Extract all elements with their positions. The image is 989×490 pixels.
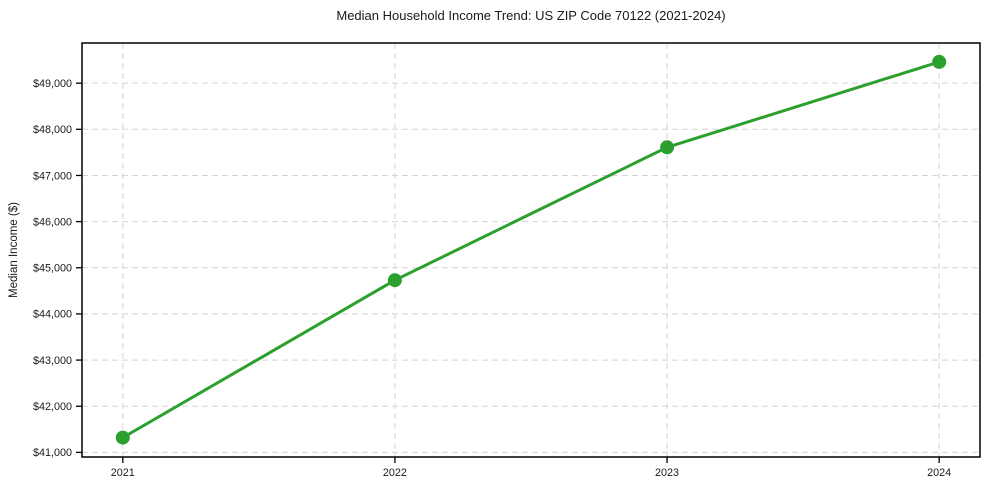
y-tick-label: $48,000 (33, 124, 72, 136)
y-tick-label: $49,000 (33, 78, 72, 90)
data-point-marker (115, 430, 130, 445)
data-point-marker (932, 54, 947, 69)
y-tick-label: $47,000 (33, 170, 72, 182)
y-tick-label: $44,000 (33, 309, 72, 321)
x-tick-label: 2021 (111, 467, 135, 479)
chart-title: Median Household Income Trend: US ZIP Co… (336, 8, 726, 23)
y-tick-label: $41,000 (33, 447, 72, 459)
trend-line (121, 60, 941, 440)
plot-border (81, 42, 981, 458)
data-point-marker (387, 273, 402, 288)
y-axis-label: Median Income ($) (8, 202, 20, 298)
x-tick-label: 2023 (655, 467, 679, 479)
x-tick-label: 2022 (383, 467, 407, 479)
x-tick-label: 2024 (927, 467, 951, 479)
y-tick-label: $45,000 (33, 263, 72, 275)
plot-background (82, 43, 980, 457)
data-point-marker (660, 140, 675, 155)
y-tick-label: $46,000 (33, 216, 72, 228)
y-tick-label: $43,000 (33, 355, 72, 367)
y-tick-label: $42,000 (33, 401, 72, 413)
